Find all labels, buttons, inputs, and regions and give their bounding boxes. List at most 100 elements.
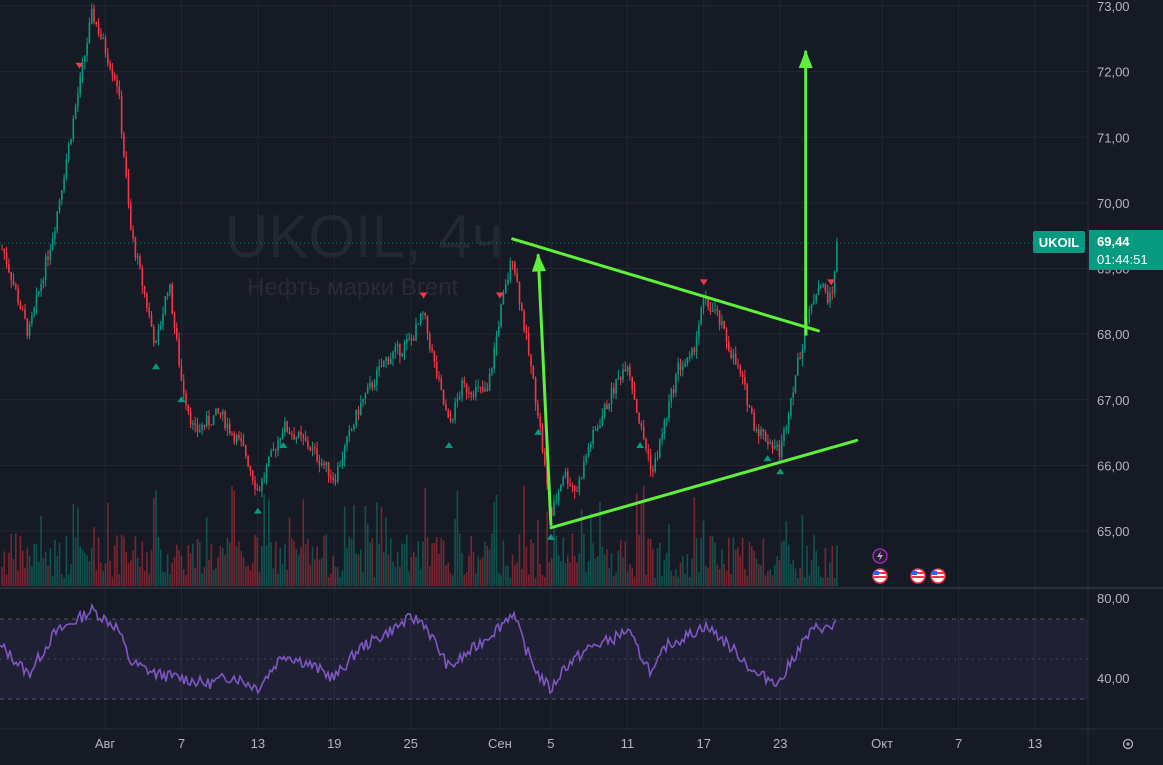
volume-bar [136,558,139,586]
volume-bar [753,550,755,586]
trendline[interactable] [549,438,859,530]
volume-bar [139,567,141,586]
candle-body [647,448,650,455]
volume-bar [767,571,769,586]
volume-bar [532,542,535,586]
candle-body [504,283,507,294]
arrow-head [798,49,813,68]
candle-body [723,321,725,330]
candle-body [431,348,433,352]
candle-body [123,133,125,157]
time-axis[interactable]: Авг 7 13 19 25 Сен 5 11 17 23 Окт 7 13 [95,736,1042,751]
candle-body [104,37,107,54]
candle-body [233,433,236,443]
volume-bar [33,543,35,586]
candle-body [456,398,459,402]
volume-bar [40,515,42,586]
volume-bar [587,561,590,586]
candle-body [521,303,523,311]
candle-body [86,43,88,56]
candle-body [49,249,52,260]
rsi-axis[interactable]: 80,00 40,00 [1097,591,1130,686]
candle-body [155,341,157,344]
candle-body [677,362,679,375]
volume-bar [61,574,63,586]
volume-bar [700,538,702,586]
price-tick-label: 68,00 [1097,327,1130,342]
volume-bar [123,536,125,586]
candle-body [633,389,636,400]
volume-bar [314,559,316,586]
candle-body [148,308,150,315]
volume-bar [498,573,500,586]
volume-bar [415,557,417,586]
candle-body [760,429,762,437]
arrow-shaft[interactable] [536,253,553,526]
candle-body [797,357,799,376]
volume-bar [760,565,762,586]
candle-body [217,408,219,413]
volume-bar [601,546,604,586]
time-tick-label: 7 [178,736,185,751]
volume-bar [118,574,121,586]
candle-body [744,377,746,385]
candle-body [484,388,486,392]
volume-bar [534,577,537,586]
drawing-annotations[interactable] [511,49,859,530]
volume-bar [507,565,509,586]
candle-body [72,118,75,140]
candle-body [509,261,512,280]
buy-signal-marker [253,507,262,514]
time-tick-label: Авг [95,736,116,751]
candle-body [461,380,463,397]
candle-body [300,431,302,436]
settings-gear-icon[interactable] [1122,738,1134,750]
volume-bar [182,568,185,586]
candle-body [477,386,479,388]
candle-body [663,420,666,435]
event-icons[interactable] [872,548,946,584]
candle-body [320,463,323,466]
candle-body [479,386,482,388]
candle-body [442,389,445,405]
candle-body [567,471,569,484]
volume-bar [102,570,104,586]
candle-body [102,37,104,39]
candle-body [755,429,758,431]
time-tick-label: 7 [955,736,962,751]
volume-bar [537,519,539,586]
candle-body [668,401,670,419]
volume-bar [435,537,438,586]
candle-body [511,261,514,263]
candle-body [256,488,259,490]
volume-bar [173,557,176,586]
candle-body [376,370,378,385]
trendline[interactable] [511,237,820,333]
candle-body [626,366,629,372]
volume-bar [130,560,132,586]
volume-bar [44,551,47,586]
candle-body [339,465,341,467]
candle-body [353,425,355,430]
volume-bar [622,557,624,586]
candle-body [757,429,760,437]
volume-bar [776,556,778,586]
candles[interactable] [1,3,838,517]
candle-body [810,303,813,309]
candle-body [120,95,123,134]
candle-body [362,398,364,403]
us-flag-icon[interactable] [910,568,926,584]
us-flag-icon[interactable] [930,568,946,584]
volume-bar [686,554,689,586]
candle-body [601,415,604,426]
candle-body [665,418,668,421]
candle-body [132,229,134,238]
candle-body [364,393,367,399]
volume-bar [730,574,732,586]
volume-bar [320,557,323,586]
us-flag-icon[interactable] [872,568,888,584]
volume-bar [504,566,507,586]
volume-bar [615,572,617,586]
